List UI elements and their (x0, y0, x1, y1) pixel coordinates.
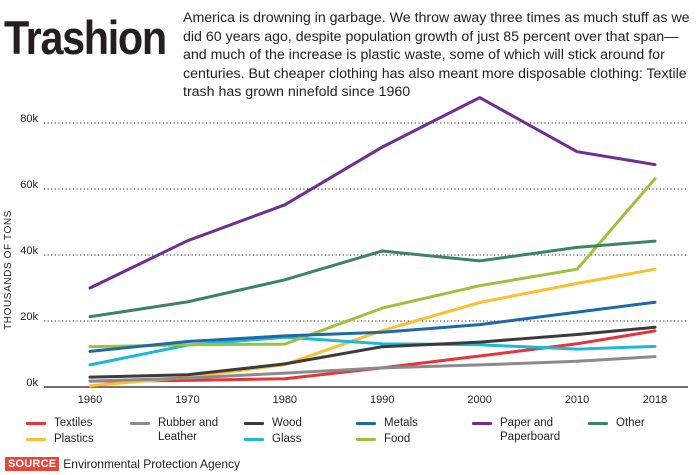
legend-label-rubber-and-leather: Rubber and Leather (158, 417, 219, 443)
series-line-paper-and-paperboard (88, 96, 657, 290)
legend-swatch-metals (356, 422, 376, 425)
legend-item-rubber-and-leather: Rubber and Leather (130, 416, 238, 444)
legend-item-glass: Glass (244, 432, 301, 446)
x-tick-label: 1970 (175, 394, 199, 406)
source-line: SOURCE Environmental Protection Agency (5, 457, 240, 471)
series-line-food (88, 177, 657, 349)
legend-item-plastics: Plastics (26, 432, 94, 446)
source-badge: SOURCE (5, 457, 60, 471)
legend-swatch-textiles (26, 422, 46, 425)
legend-label-food: Food (384, 433, 411, 445)
legend-label-metals: Metals (384, 417, 418, 429)
axes: 0k 20k 40k 60k 80k 1960 1970 1980 1990 2000 2010 20… (20, 113, 688, 406)
legend-item-paper-and-paperboard: Paper and Paperboard (472, 416, 580, 444)
legend-swatch-glass (244, 438, 264, 441)
series-line-wood (88, 325, 657, 379)
legend-item-other: Other (588, 416, 645, 430)
legend-swatch-rubber-and-leather (130, 422, 150, 425)
chart-subtitle: America is drowning in garbage. We throw… (183, 10, 690, 101)
line-chart: 0k 20k 40k 60k 80k 1960 1970 1980 1990 2000 2010 20… (3, 96, 688, 406)
series-line-other (88, 239, 657, 319)
x-tick-label: 1980 (273, 394, 297, 406)
series-line-rubber-and-leather (88, 355, 657, 383)
series-line-textiles (88, 329, 657, 383)
legend-label-wood: Wood (272, 417, 302, 429)
gridlines (44, 122, 688, 322)
legend-swatch-wood (244, 422, 264, 425)
x-tick-label: 1960 (78, 394, 102, 406)
legend-swatch-food (356, 438, 376, 441)
legend-label-paper-and-paperboard: Paper and Paperboard (500, 417, 561, 443)
y-axis-label: THOUSANDS OF TONS (3, 210, 14, 330)
series-lines (88, 96, 657, 388)
x-tick-label: 2010 (565, 394, 589, 406)
series-line-metals (88, 300, 657, 353)
legend-label-plastics: Plastics (54, 433, 94, 445)
legend-item-textiles: Textiles (26, 416, 92, 430)
legend: Textiles Plastics Rubber and Leather Gla… (26, 416, 686, 452)
legend-swatch-plastics (26, 438, 46, 441)
legend-item-metals: Metals (356, 416, 418, 430)
y-tick-label: 80k (20, 113, 38, 125)
legend-item-wood: Wood (244, 416, 302, 430)
legend-item-food: Food (356, 432, 410, 446)
y-tick-label: 20k (20, 311, 38, 323)
legend-label-glass: Glass (272, 433, 302, 445)
y-tick-label: 60k (20, 179, 38, 191)
source-text: Environmental Protection Agency (63, 457, 241, 471)
y-tick-label: 40k (20, 245, 38, 257)
legend-label-textiles: Textiles (54, 417, 93, 429)
x-tick-label: 2000 (467, 394, 491, 406)
chart-title: Trashion (4, 11, 167, 64)
legend-swatch-other (588, 422, 608, 425)
legend-label-other: Other (616, 417, 645, 429)
x-tick-label: 2018 (643, 394, 667, 406)
y-tick-label: 0k (26, 377, 38, 389)
x-tick-label: 1990 (370, 394, 394, 406)
legend-swatch-paper-and-paperboard (472, 422, 492, 425)
